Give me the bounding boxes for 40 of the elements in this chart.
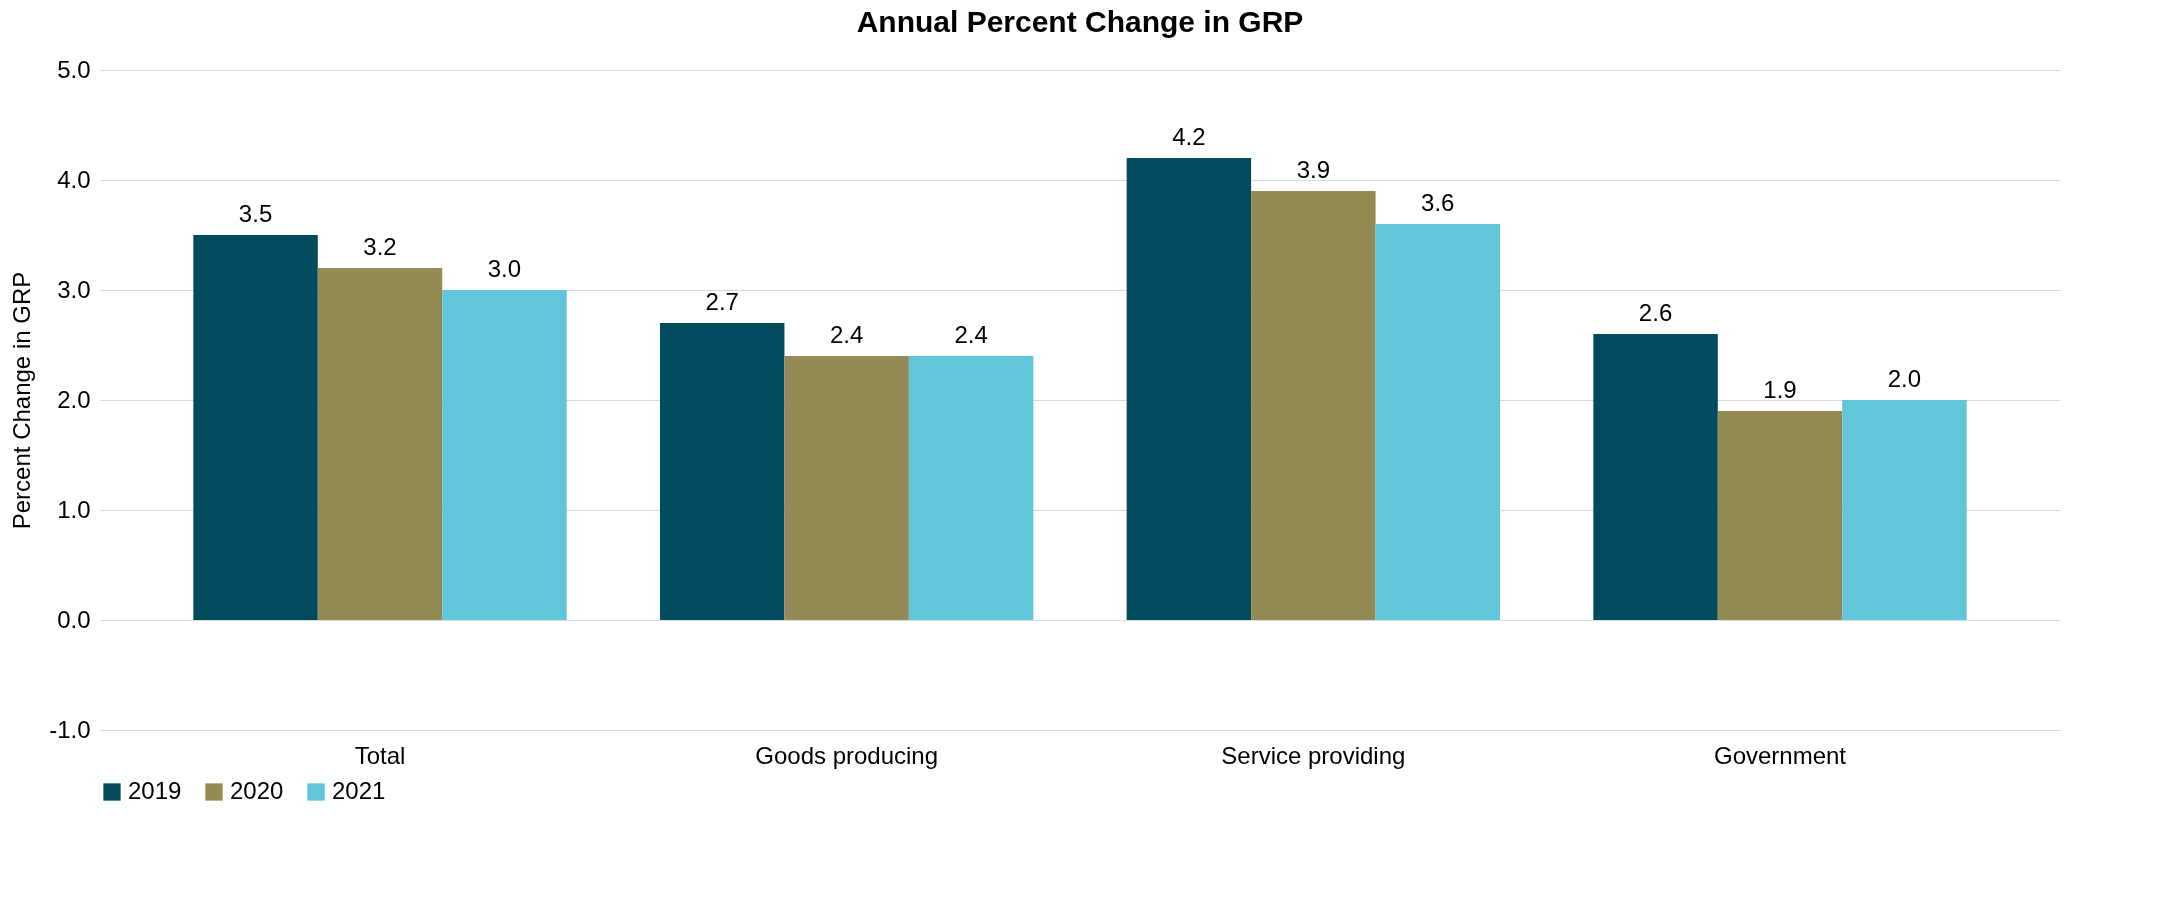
data-label: 2.0 [1887,365,1922,392]
bar [193,235,318,620]
bar [1126,158,1252,620]
legend-label: 2021 [332,777,386,804]
y-tick-label: 4.0 [57,165,91,193]
data-label: 2.7 [705,288,739,315]
data-label: 4.2 [1172,123,1206,150]
x-tick-label: Goods producing [755,741,939,769]
data-label: 2.4 [954,321,988,348]
bar [1593,334,1718,620]
bar [442,290,567,620]
y-tick-label: 5.0 [57,55,91,83]
y-tick-label: -1.0 [49,715,91,743]
data-label: 2.6 [1638,299,1673,326]
x-tick-label: Service providing [1221,741,1406,769]
y-axis-title: Percent Change in GRP [8,271,36,530]
data-label: 1.9 [1763,376,1797,403]
y-tick-label: 3.0 [57,275,91,303]
bar [1717,411,1843,620]
chart-title: Annual Percent Change in GRP [856,5,1304,38]
data-label: 3.0 [487,255,522,282]
data-label: 2.4 [829,321,864,348]
legend-label: 2020 [230,777,284,804]
bar [1251,191,1376,620]
data-label: 3.2 [363,233,397,260]
legend-label: 2019 [128,777,182,804]
bar [660,323,785,620]
bar [784,356,909,620]
bar [908,356,1034,620]
y-tick-label: 2.0 [57,385,91,413]
data-label: 3.9 [1296,156,1331,183]
bar [1375,224,1500,620]
y-tick-label: 0.0 [57,605,91,633]
bar [317,268,443,620]
x-tick-label: Government [1713,741,1847,769]
bar [1842,400,1967,620]
x-tick-label: Total [354,741,406,769]
data-label: 3.6 [1421,189,1455,216]
y-tick-label: 1.0 [57,495,91,523]
data-label: 3.5 [238,200,273,227]
